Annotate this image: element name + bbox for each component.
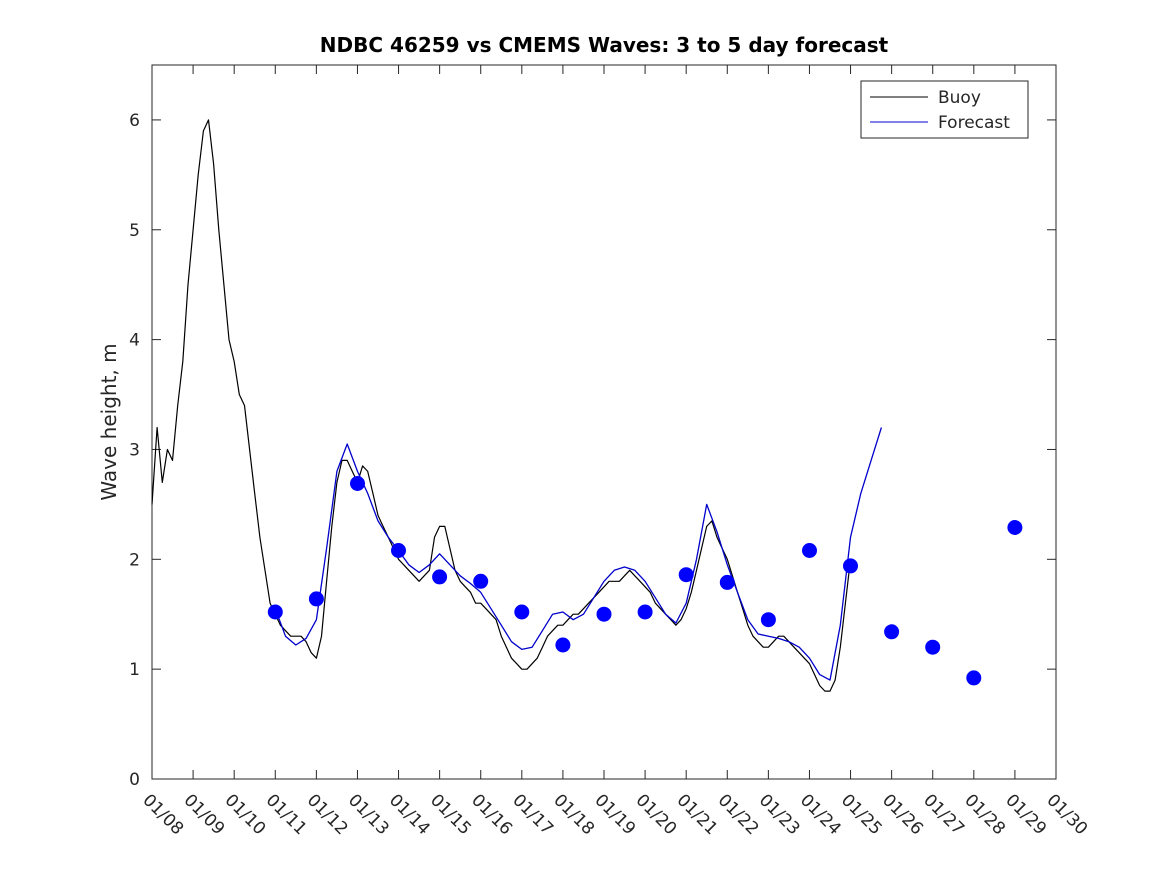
series-layer xyxy=(151,119,1023,692)
forecast-marker xyxy=(1007,520,1023,535)
forecast-marker xyxy=(555,637,571,653)
forecast-marker xyxy=(760,612,776,628)
forecast-marker xyxy=(267,604,283,620)
forecast-marker xyxy=(432,569,448,585)
forecast-marker xyxy=(514,604,530,620)
forecast-marker xyxy=(391,543,406,558)
series-line-forecast xyxy=(274,427,883,681)
legend-label-forecast: Forecast xyxy=(938,113,1010,133)
forecast-marker xyxy=(966,670,982,686)
forecast-marker xyxy=(473,573,489,589)
forecast-marker xyxy=(350,476,365,491)
y-ticks: 0 1 2 3 4 5 6 xyxy=(129,111,1056,790)
y-tick-label: 6 xyxy=(129,111,140,131)
forecast-marker xyxy=(925,639,941,655)
y-tick-label: 5 xyxy=(129,221,140,241)
legend: Buoy Forecast xyxy=(860,80,1029,139)
chart-title: NDBC 46259 vs CMEMS Waves: 3 to 5 day fo… xyxy=(320,33,889,57)
forecast-marker xyxy=(843,558,858,574)
forecast-marker xyxy=(637,604,653,620)
y-tick-label: 4 xyxy=(129,331,140,351)
forecast-marker xyxy=(678,567,694,583)
forecast-marker xyxy=(596,606,612,622)
y-tick-label: 0 xyxy=(129,770,140,790)
forecast-marker xyxy=(884,624,900,640)
forecast-marker xyxy=(802,543,817,558)
legend-label-buoy: Buoy xyxy=(938,88,981,108)
y-axis-label: Wave height, m xyxy=(97,343,121,500)
legend-box xyxy=(860,80,1029,139)
y-tick-label: 3 xyxy=(129,440,140,460)
forecast-marker xyxy=(308,591,324,607)
y-tick-label: 1 xyxy=(129,660,140,680)
forecast-marker xyxy=(719,574,735,590)
axes-box xyxy=(151,64,1057,780)
y-tick-label: 2 xyxy=(129,550,140,570)
